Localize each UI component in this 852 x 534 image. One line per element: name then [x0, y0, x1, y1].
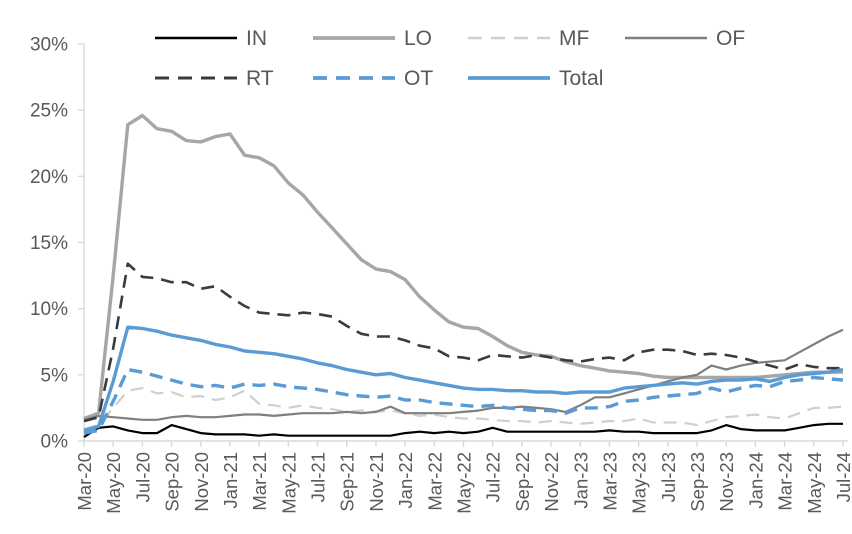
x-tick-label: May-23	[629, 452, 650, 514]
x-tick-label: May-21	[278, 452, 299, 514]
x-tick-label: Sep-22	[512, 452, 533, 512]
x-tick-label: Mar-20	[74, 452, 95, 511]
series-line-in	[83, 422, 843, 438]
legend-label-total: Total	[559, 67, 603, 90]
x-tick-label: Jan-21	[220, 452, 241, 509]
y-tick-label: 10%	[30, 299, 68, 320]
x-tick-label: Mar-23	[599, 452, 620, 511]
x-tick-label: Jan-23	[570, 452, 591, 509]
series-line-rt	[83, 262, 843, 423]
x-tick-label: Jul-21	[308, 452, 329, 502]
legend-label-in: IN	[246, 27, 267, 50]
legend-label-of: OF	[716, 27, 745, 50]
x-tick-label: Nov-23	[716, 452, 737, 512]
x-tick-label: Nov-21	[366, 452, 387, 512]
x-tick-label: Mar-22	[424, 452, 445, 511]
x-tick-label: Nov-20	[191, 452, 212, 512]
x-tick-label: Jul-22	[483, 452, 504, 502]
x-tick-label: Sep-21	[337, 452, 358, 512]
x-tick-label: Jan-22	[395, 452, 416, 509]
x-tick-label: Jan-24	[745, 452, 766, 509]
x-tick-label: May-20	[103, 452, 124, 514]
x-tick-label: May-24	[804, 452, 825, 514]
x-tick-label: Jul-23	[658, 452, 679, 502]
legend-label-mf: MF	[559, 27, 589, 50]
x-tick-label: May-22	[454, 452, 475, 514]
legend-label-lo: LO	[404, 27, 432, 50]
series-line-total	[83, 325, 844, 433]
series-line-ot	[83, 367, 844, 435]
x-tick-label: Nov-22	[541, 452, 562, 512]
legend-label-ot: OT	[404, 67, 433, 90]
y-tick-label: 15%	[30, 233, 68, 254]
y-tick-label: 25%	[30, 101, 68, 122]
x-tick-label: Mar-21	[249, 452, 270, 511]
y-tick-label: 0%	[41, 432, 69, 453]
x-tick-label: Jul-24	[833, 452, 852, 502]
series-line-mf	[83, 387, 844, 431]
x-tick-label: Sep-20	[162, 452, 183, 512]
series-line-lo	[83, 113, 843, 421]
x-tick-label: Jul-20	[132, 452, 153, 502]
x-tick-label: Sep-23	[687, 452, 708, 512]
series-line-of	[83, 328, 844, 421]
legend-label-rt: RT	[246, 67, 274, 90]
y-tick-label: 30%	[30, 35, 68, 56]
y-tick-label: 5%	[41, 365, 69, 386]
x-tick-label: Mar-24	[775, 452, 796, 511]
y-tick-label: 20%	[30, 167, 68, 188]
